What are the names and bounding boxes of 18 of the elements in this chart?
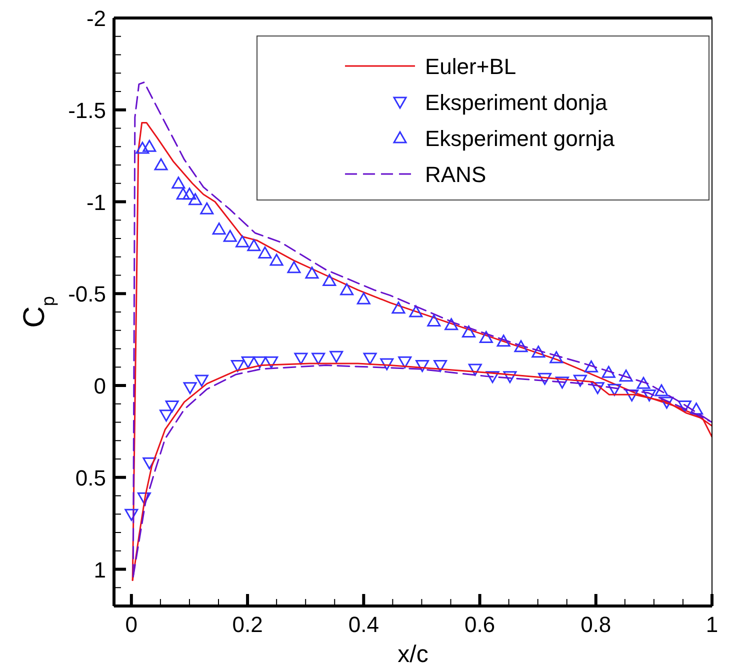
legend-label: Eksperiment gornja: [425, 126, 616, 151]
y-tick-label: -0.5: [68, 282, 106, 307]
x-tick-label: 1: [706, 612, 718, 637]
y-tick-label: 1: [94, 557, 106, 582]
x-tick-label: 0: [125, 612, 138, 637]
y-tick-label: 0.5: [75, 465, 106, 490]
y-tick-label: -2: [86, 6, 106, 31]
legend-label: RANS: [425, 162, 486, 187]
x-tick-label: 0.2: [232, 612, 263, 637]
x-tick-label: 0.8: [580, 612, 612, 637]
y-tick-label: 0: [94, 374, 106, 398]
y-tick-label: -1: [86, 190, 106, 215]
x-tick-label: 0.6: [464, 612, 496, 637]
legend-label: Euler+BL: [425, 54, 516, 79]
x-tick-label: 0.4: [348, 612, 379, 637]
y-tick-label: -1.5: [68, 98, 106, 123]
x-axis-title: x/c: [398, 641, 428, 668]
legend-label: Eksperiment donja: [425, 90, 608, 115]
